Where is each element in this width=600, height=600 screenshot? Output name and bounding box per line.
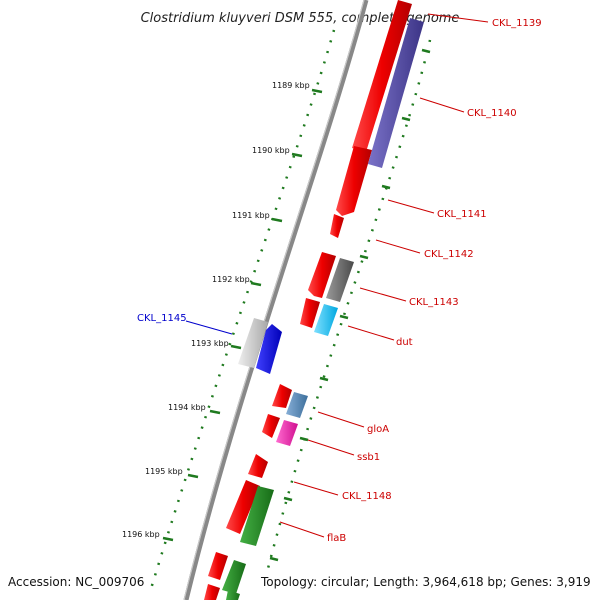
accession-bg	[4, 570, 150, 592]
gene-green-b-block[interactable]	[222, 560, 246, 594]
gene-label-ckl-1143: CKL_1143	[409, 297, 459, 308]
gene-label-gloa: gloA	[367, 424, 389, 435]
label-connectors	[185, 13, 489, 538]
connector-ckl-1142	[375, 239, 421, 254]
gene-red-small-block[interactable]	[300, 298, 320, 328]
connector-dut	[347, 325, 395, 341]
gene-ckl-1141-block[interactable]	[336, 146, 372, 216]
connector-ckl-1143	[359, 287, 407, 302]
tick-label: 1192 kbp	[212, 275, 250, 284]
connector-ckl-1139	[427, 13, 489, 23]
outer-tick	[319, 376, 329, 382]
tick-label: 1194 kbp	[168, 403, 206, 412]
topology-bg	[256, 570, 594, 592]
outer-tick	[401, 116, 411, 122]
outer-tick	[269, 556, 279, 562]
connector-ssb1	[307, 439, 355, 456]
tick-1195	[187, 473, 199, 479]
gene-ckl-1139-block[interactable]	[352, 0, 412, 152]
gene-label-ckl-1140: CKL_1140	[467, 108, 517, 119]
tick-label: 1191 kbp	[232, 211, 270, 220]
gene-ckl-1142-block[interactable]	[308, 252, 336, 298]
gene-label-ckl-1141: CKL_1141	[437, 209, 487, 220]
gene-ssb1-block[interactable]	[276, 420, 298, 446]
tick-1189	[311, 88, 323, 94]
outer-tick	[283, 496, 293, 502]
topology-text: Topology: circular; Length: 3,964,618 bp…	[260, 575, 591, 589]
gene-red-e-block[interactable]	[208, 552, 228, 580]
connector-gloa	[317, 411, 365, 428]
outer-tick	[339, 314, 349, 320]
scale-ticks	[162, 48, 431, 562]
gene-red-c-block[interactable]	[248, 454, 268, 478]
connector-flab	[279, 521, 325, 538]
tick-1196	[162, 536, 174, 542]
connector-ckl-1141	[387, 199, 435, 214]
tick-1192	[250, 281, 262, 287]
gene-ckl-1141b-block[interactable]	[330, 214, 344, 238]
gene-label-ckl-1145: CKL_1145	[137, 313, 187, 324]
gene-gloa-block[interactable]	[286, 392, 308, 418]
gene-dut-block[interactable]	[314, 304, 338, 336]
gene-red-b-block[interactable]	[262, 414, 280, 438]
gene-red-d-block[interactable]	[226, 480, 260, 534]
outer-tick	[299, 436, 309, 442]
inner-track-dots	[148, 29, 336, 593]
map-title: Clostridium kluyveri DSM 555, complete g…	[141, 11, 460, 26]
connector-ckl-1148	[293, 481, 339, 496]
gene-green-c-block[interactable]	[226, 590, 240, 600]
connector-ckl-1140	[419, 97, 465, 113]
tick-1190	[291, 152, 303, 158]
gene-flab-block[interactable]	[240, 486, 274, 546]
gene-label-ssb1: ssb1	[357, 452, 380, 463]
gene-label-ckl-1148: CKL_1148	[342, 491, 392, 502]
outer-tick	[381, 184, 391, 190]
tick-1193	[230, 344, 242, 350]
outer-tick	[359, 254, 369, 260]
gene-ckl-1145-block[interactable]	[256, 324, 282, 374]
genome-backbone-highlight	[183, 0, 365, 600]
gene-label-ckl-1139: CKL_1139	[492, 18, 542, 29]
accession-text: Accession: NC_009706	[8, 575, 144, 589]
tick-1194	[209, 409, 221, 415]
tick-1191	[271, 217, 283, 223]
tick-label: 1196 kbp	[122, 530, 160, 539]
gene-label-dut: dut	[396, 337, 413, 348]
genome-backbone	[183, 0, 369, 600]
connector-ckl-1145	[185, 320, 233, 335]
gene-label-flab: flaB	[327, 533, 346, 544]
outer-track-dots	[260, 39, 432, 593]
forward-genes	[204, 0, 412, 600]
gene-ckl-1143-block[interactable]	[326, 258, 354, 302]
gene-red-a-block[interactable]	[272, 384, 292, 408]
tick-label: 1189 kbp	[272, 81, 310, 90]
tick-label: 1190 kbp	[252, 146, 290, 155]
outer-tick	[421, 48, 431, 54]
gene-ckl-1140-block[interactable]	[368, 18, 424, 168]
tick-label: 1193 kbp	[191, 339, 229, 348]
tick-label: 1195 kbp	[145, 467, 183, 476]
gene-red-f-block[interactable]	[204, 584, 220, 600]
gene-label-ckl-1142: CKL_1142	[424, 249, 474, 260]
gene-ckl-1145-light-block[interactable]	[238, 318, 268, 368]
